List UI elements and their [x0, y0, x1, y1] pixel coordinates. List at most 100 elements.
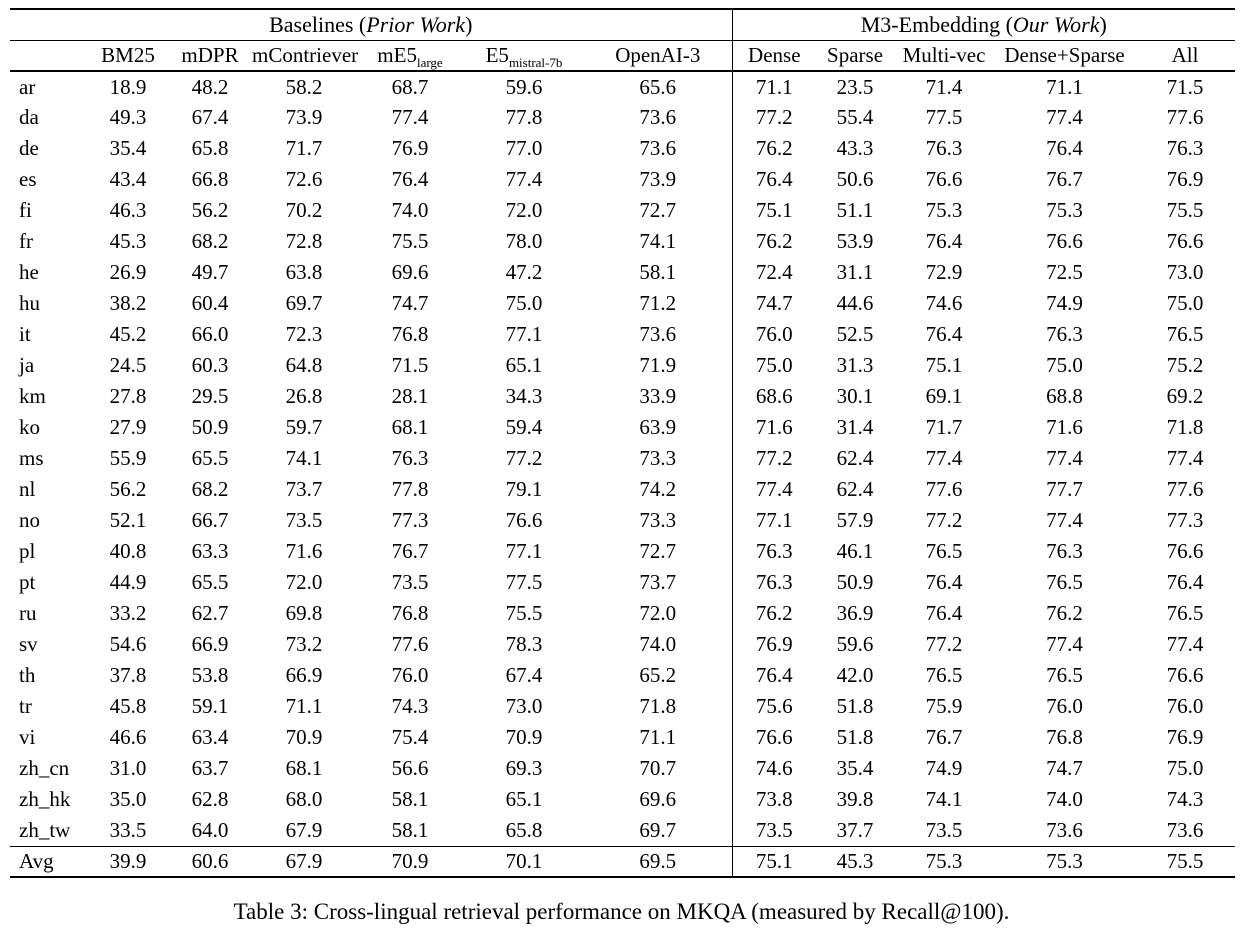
table-row: ru 33.2 62.7 69.8 76.8 75.5 72.0 76.2 36.9 76.4 76…: [10, 598, 1235, 629]
row-label: pl: [19, 539, 36, 563]
table-cell: 65.6: [639, 74, 677, 99]
table-cell: 76.5: [925, 663, 963, 687]
table-cell: 75.2: [1166, 353, 1204, 377]
row-label: no: [19, 508, 40, 532]
table-cell: 77.8: [391, 477, 429, 501]
table-cell: 65.5: [191, 446, 229, 470]
table-cell: 59.4: [505, 415, 543, 439]
table-cell: 75.0: [1046, 353, 1083, 377]
table-row: zh_cn 31.0 63.7 68.1 56.6 69.3 70.7 74.6 35.4 74.…: [10, 753, 1235, 784]
table-cell: 26.8: [285, 384, 323, 408]
table-cell: 69.6: [639, 787, 677, 811]
table-cell: 68.2: [191, 477, 229, 501]
table-cell: 71.9: [639, 353, 677, 377]
table-cell: 74.1: [285, 446, 323, 470]
table-cell: 57.9: [836, 508, 874, 532]
table-cell: 49.7: [191, 260, 229, 284]
table-cell: 76.6: [505, 508, 543, 532]
column-header-language: [10, 40, 88, 72]
table-cell: 76.9: [1166, 167, 1204, 191]
column-header-e5: E5mistral-7b: [464, 40, 584, 72]
table-caption: Table 3: Cross-lingual retrieval perform…: [233, 899, 1010, 924]
row-label: vi: [19, 725, 36, 749]
table-cell: 76.0: [731, 319, 817, 350]
table-cell: 77.4: [1046, 632, 1083, 656]
table-cell: 66.0: [191, 322, 229, 346]
table-row: da 49.3 67.4 73.9 77.4 77.8 73.6 77.2 55.4 77.5 77…: [10, 102, 1235, 133]
table-cell: 75.1: [731, 195, 817, 226]
table-cell: 52.1: [109, 508, 147, 532]
table-cell: 23.5: [836, 74, 874, 99]
group-header-m3-italic: Our Work: [1012, 11, 1100, 37]
column-header-bm25: BM25: [88, 40, 168, 72]
table-cell: 76.8: [1046, 725, 1083, 749]
table-cell: 29.5: [191, 384, 229, 408]
row-label: zh_cn: [19, 756, 70, 780]
table-cell: 75.0: [731, 350, 817, 381]
table-cell: 76.4: [731, 164, 817, 195]
table-cell: 65.1: [505, 787, 543, 811]
table-cell: 76.0: [1166, 694, 1204, 718]
table-cell: 63.4: [191, 725, 229, 749]
table-cell: 50.9: [191, 415, 229, 439]
table-cell: 76.6: [731, 722, 817, 753]
table-cell: 55.4: [836, 105, 874, 129]
table-cell: 73.6: [639, 322, 677, 346]
table-cell: 75.3: [894, 845, 995, 877]
table-row: nl 56.2 68.2 73.7 77.8 79.1 74.2 77.4 62.4 77.6 77…: [10, 474, 1235, 505]
table-cell: 77.2: [925, 632, 963, 656]
column-header-dense: Dense: [731, 40, 817, 72]
table-cell: 58.1: [391, 787, 429, 811]
table-cell: 76.7: [391, 539, 429, 563]
table-cell: 68.8: [1046, 384, 1083, 408]
table-cell: 75.4: [391, 725, 429, 749]
row-label: ms: [19, 446, 44, 470]
table-cell: 45.3: [816, 845, 895, 877]
results-table: Baselines (Prior Work) M3-Embedding (Our…: [10, 8, 1236, 878]
table-cell: 73.7: [639, 570, 677, 594]
table-cell: 74.9: [925, 756, 963, 780]
table-row: pl 40.8 63.3 71.6 76.7 77.1 72.7 76.3 46.1 76.5 76…: [10, 536, 1235, 567]
table-cell: 66.9: [285, 663, 323, 687]
table-cell: 77.8: [505, 105, 543, 129]
table-row: pt 44.9 65.5 72.0 73.5 77.5 73.7 76.3 50.9 76.4 76…: [10, 567, 1235, 598]
row-label: km: [19, 384, 46, 408]
table-cell: 59.6: [505, 74, 543, 99]
table-cell: 77.2: [731, 443, 817, 474]
table-cell: 75.5: [505, 601, 543, 625]
table-cell: 76.2: [731, 133, 817, 164]
table-cell: 75.0: [1166, 291, 1204, 315]
table-cell: 76.4: [391, 167, 429, 191]
table-cell: 38.2: [109, 291, 147, 315]
table-cell: 71.7: [925, 415, 963, 439]
table-cell: 76.5: [925, 539, 963, 563]
table-cell: 75.3: [925, 198, 963, 222]
table-cell: 76.6: [925, 167, 963, 191]
table-cell: 62.4: [836, 446, 874, 470]
table-cell: 76.5: [1166, 322, 1204, 346]
table-cell: 74.3: [1166, 787, 1204, 811]
group-header-baselines: Baselines (Prior Work): [10, 9, 733, 41]
table-cell: 71.6: [285, 539, 323, 563]
table-cell: 68.2: [191, 229, 229, 253]
table-cell: 67.4: [505, 663, 543, 687]
table-cell: 76.3: [1046, 539, 1083, 563]
table-row: sv 54.6 66.9 73.2 77.6 78.3 74.0 76.9 59.6 77.2 77…: [10, 629, 1235, 660]
row-label: he: [19, 260, 39, 284]
table-cell: 76.4: [925, 601, 963, 625]
row-label: it: [19, 322, 31, 346]
table-cell: 75.3: [994, 845, 1136, 877]
column-header-subscript: mistral-7b: [508, 54, 563, 70]
table-cell: 60.4: [191, 291, 229, 315]
table-cell: 73.8: [731, 784, 817, 815]
group-header-baselines-text: Baselines (: [269, 11, 367, 37]
table-cell: 62.4: [836, 477, 874, 501]
table-cell: 71.5: [1166, 74, 1204, 99]
table-cell: 75.5: [391, 229, 429, 253]
table-cell: 43.4: [109, 167, 147, 191]
table-cell: 70.9: [285, 725, 323, 749]
table-cell: 72.5: [1046, 260, 1083, 284]
table-cell: 56.6: [391, 756, 429, 780]
table-cell: 77.5: [925, 105, 963, 129]
table-cell: 63.7: [191, 756, 229, 780]
